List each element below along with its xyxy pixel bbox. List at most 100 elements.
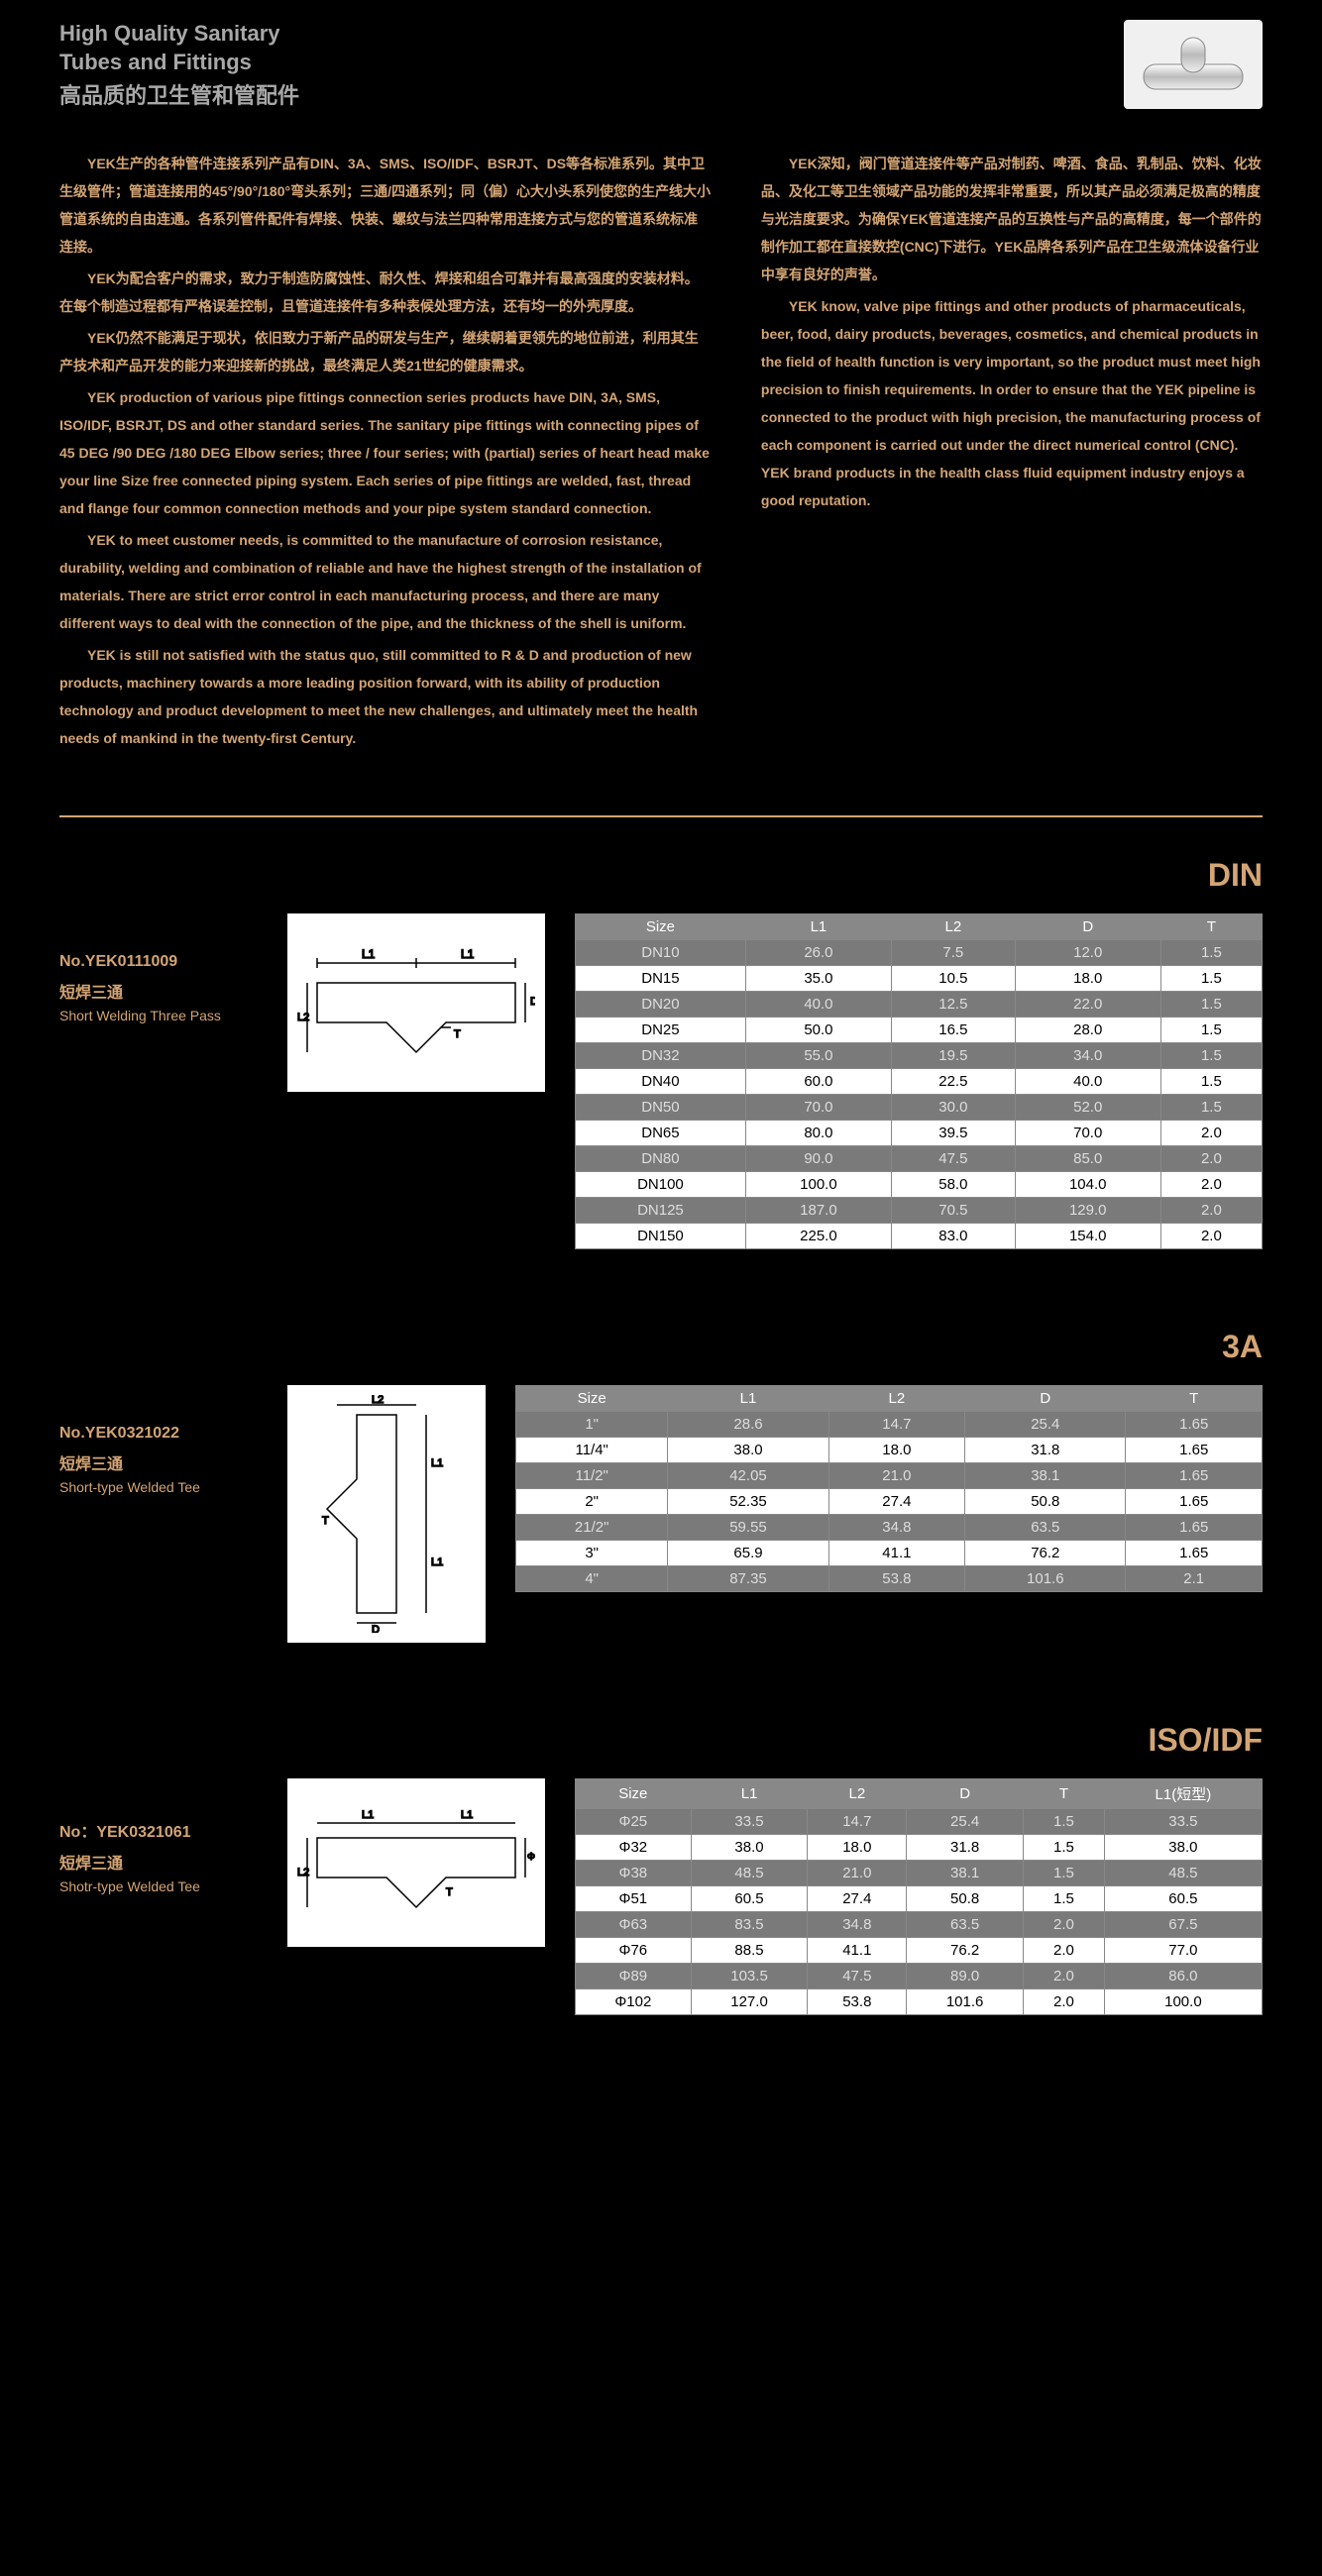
table-cell: 63.5 [965,1515,1126,1541]
svg-text:L2: L2 [297,1867,309,1878]
table-cell: 27.4 [828,1489,964,1515]
table-row: DN3255.019.534.01.5 [576,1043,1263,1069]
table-cell: 60.5 [1104,1886,1262,1912]
table-cell: 104.0 [1015,1172,1160,1198]
table-cell: 28.0 [1015,1018,1160,1043]
table-cell: 39.5 [892,1121,1016,1146]
table-cell: 1.65 [1126,1489,1263,1515]
name-cn-3a: 短焊三通 [59,1450,258,1474]
table-cell: 2.0 [1160,1146,1262,1172]
table-cell: 1.65 [1126,1438,1263,1463]
table-cell: 154.0 [1015,1224,1160,1249]
table-cell: 1.5 [1024,1835,1105,1861]
svg-text:L1: L1 [362,947,376,961]
table-cell: 38.0 [691,1835,808,1861]
svg-text:ΦD: ΦD [527,1852,535,1863]
table-row: 11/2"42.0521.038.11.65 [516,1463,1263,1489]
table-cell: Φ76 [576,1938,692,1964]
table-cell: 38.0 [1104,1835,1262,1861]
table-row: 4"87.3553.8101.62.1 [516,1566,1263,1592]
name-en-3a: Short-type Welded Tee [59,1478,258,1498]
table-row: DN4060.022.540.01.5 [576,1069,1263,1095]
title-cn: 高品质的卫生管和管配件 [59,78,299,110]
table-cell: 22.5 [892,1069,1016,1095]
table-cell: 53.8 [808,1989,907,2015]
table-cell: 21.0 [808,1861,907,1886]
table-3a: SizeL1L2DT1"28.614.725.41.6511/4"38.018.… [515,1385,1263,1592]
diagram-din: L1L1 D L2 T [287,913,545,1092]
table-cell: 52.35 [668,1489,828,1515]
standard-3a: 3A [59,1329,1263,1365]
table-row: DN2550.016.528.01.5 [576,1018,1263,1043]
table-cell: 88.5 [691,1938,808,1964]
table-cell: 187.0 [745,1198,891,1224]
standard-din: DIN [59,857,1263,894]
table-cell: 2.0 [1160,1121,1262,1146]
table-cell: 7.5 [892,940,1016,966]
table-row: Φ2533.514.725.41.533.5 [576,1809,1263,1835]
table-header: L2 [892,914,1016,940]
table-cell: 58.0 [892,1172,1016,1198]
table-row: 11/4"38.018.031.81.65 [516,1438,1263,1463]
table-cell: 12.0 [1015,940,1160,966]
svg-text:L1: L1 [362,1809,374,1821]
product-no-din: No.YEK0111009 [59,953,258,971]
table-cell: 2" [516,1489,668,1515]
table-header: D [965,1386,1126,1412]
table-header: L1 [745,914,891,940]
table-cell: 225.0 [745,1224,891,1249]
table-cell: DN125 [576,1198,746,1224]
table-cell: 16.5 [892,1018,1016,1043]
intro-paragraph: YEK to meet customer needs, is committed… [59,526,712,637]
table-cell: 27.4 [808,1886,907,1912]
table-cell: 25.4 [907,1809,1024,1835]
table-header: Size [576,914,746,940]
table-cell: 80.0 [745,1121,891,1146]
table-cell: DN100 [576,1172,746,1198]
title-en-2: Tubes and Fittings [59,49,299,77]
table-cell: 31.8 [965,1438,1126,1463]
table-cell: 1.5 [1160,1095,1262,1121]
table-cell: 14.7 [808,1809,907,1835]
table-cell: 101.6 [907,1989,1024,2015]
table-cell: 28.6 [668,1412,828,1438]
table-cell: 100.0 [1104,1989,1262,2015]
intro-paragraph: YEK为配合客户的需求，致力于制造防腐蚀性、耐久性、焊接和组合可靠并有最高强度的… [59,265,712,320]
table-cell: 1.5 [1160,1018,1262,1043]
table-cell: 1.5 [1024,1809,1105,1835]
product-image [1124,20,1263,109]
table-header: L1(短型) [1104,1779,1262,1809]
table-cell: 50.0 [745,1018,891,1043]
table-row: Φ89103.547.589.02.086.0 [576,1964,1263,1989]
diagram-3a: L2 L1L1 T D [287,1385,486,1643]
table-cell: 87.35 [668,1566,828,1592]
table-header: T [1160,914,1262,940]
table-cell: DN40 [576,1069,746,1095]
table-cell: 67.5 [1104,1912,1262,1938]
svg-text:T: T [454,1028,461,1040]
table-cell: 50.8 [965,1489,1126,1515]
table-cell: DN50 [576,1095,746,1121]
section-din: No.YEK0111009 短焊三通 Short Welding Three P… [59,913,1263,1249]
name-en-din: Short Welding Three Pass [59,1007,258,1026]
table-cell: Φ89 [576,1964,692,1989]
svg-text:L1: L1 [461,1809,473,1821]
table-cell: Φ25 [576,1809,692,1835]
table-cell: Φ102 [576,1989,692,2015]
table-header: T [1024,1779,1105,1809]
header: High Quality Sanitary Tubes and Fittings… [59,20,1263,110]
table-row: 1"28.614.725.41.65 [516,1412,1263,1438]
table-row: Φ5160.527.450.81.560.5 [576,1886,1263,1912]
table-cell: 2.0 [1024,1989,1105,2015]
table-cell: 26.0 [745,940,891,966]
table-cell: 34.8 [828,1515,964,1541]
intro-paragraph: YEK深知，阀门管道连接件等产品对制药、啤酒、食品、乳制品、饮料、化妆品、及化工… [761,150,1263,288]
table-cell: 10.5 [892,966,1016,992]
table-row: DN6580.039.570.02.0 [576,1121,1263,1146]
table-cell: Φ32 [576,1835,692,1861]
table-cell: 1" [516,1412,668,1438]
table-cell: DN150 [576,1224,746,1249]
intro-right: YEK深知，阀门管道连接件等产品对制药、啤酒、食品、乳制品、饮料、化妆品、及化工… [761,150,1263,756]
title-en-1: High Quality Sanitary [59,20,299,49]
table-cell: 70.0 [1015,1121,1160,1146]
